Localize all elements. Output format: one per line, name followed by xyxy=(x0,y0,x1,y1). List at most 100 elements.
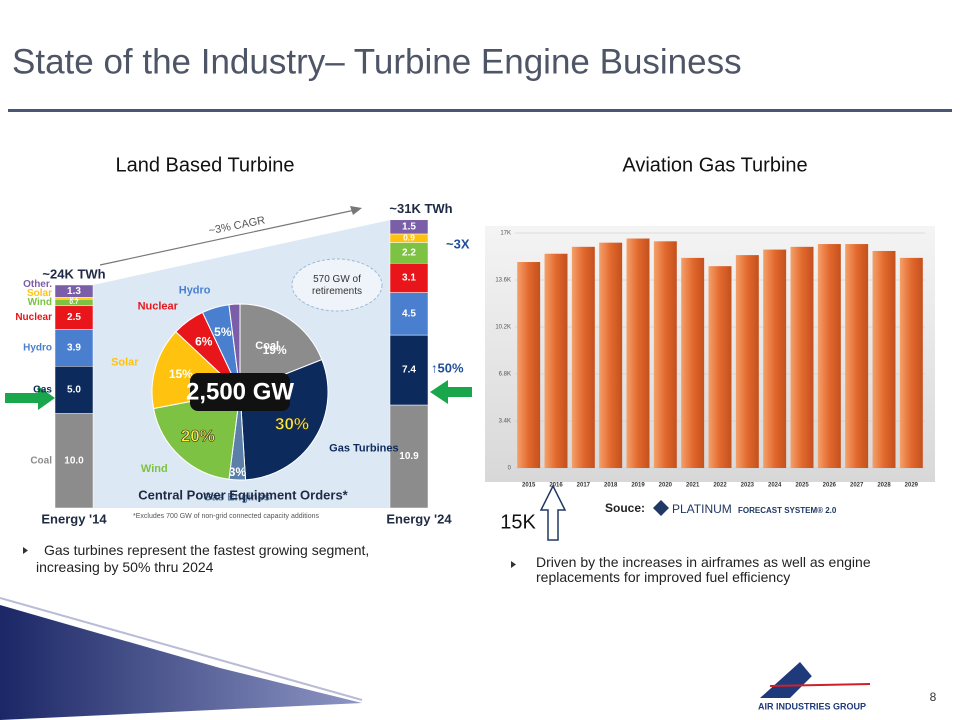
stack-segment xyxy=(389,292,429,336)
source-label: Coal xyxy=(30,455,52,466)
title-rule xyxy=(8,109,952,112)
left-bullet: Gas turbines represent the fastest growi… xyxy=(36,542,370,575)
x-tick-label: 2019 xyxy=(631,483,645,489)
bar xyxy=(653,241,677,468)
bar xyxy=(599,242,623,468)
x-tick-label: 2029 xyxy=(905,483,919,489)
segment-label: 1.5 xyxy=(402,222,416,233)
pie-title: Central Power Equipment Orders* xyxy=(138,487,348,502)
segment-label: 5.0 xyxy=(67,385,81,396)
segment-label: 0.2 xyxy=(70,296,79,302)
pie-value-label: 3% xyxy=(229,465,247,479)
bar xyxy=(899,257,923,468)
retirements-cloud xyxy=(291,258,383,312)
pie-value-label: 30% xyxy=(275,414,309,433)
total-label: ~31K TWh xyxy=(389,201,452,216)
x-tick-label: 2021 xyxy=(686,483,700,489)
segment-label: 7.4 xyxy=(402,365,416,376)
source-label: Solar xyxy=(27,288,52,299)
x-tick-label: 2017 xyxy=(577,483,591,489)
source-label: Wind xyxy=(28,297,52,308)
y-tick-label: 17K xyxy=(500,231,511,237)
segment-label: 3.9 xyxy=(67,342,81,353)
stack-segment xyxy=(389,404,429,509)
segment-label: 0.9 xyxy=(403,232,415,242)
pie-category-label: Gas Turbines xyxy=(329,442,398,454)
bar xyxy=(735,255,759,468)
x-tick-label: 2024 xyxy=(768,483,782,489)
slide-title: State of the Industry– Turbine Engine Bu… xyxy=(12,42,742,81)
pie-slice xyxy=(239,303,323,393)
source-label: Gas xyxy=(33,385,52,396)
x-tick-label: 2022 xyxy=(713,483,727,489)
source-label: Other. xyxy=(23,279,52,290)
x-tick-label: 2025 xyxy=(795,483,809,489)
source-suffix: FORECAST SYSTEM® 2.0 xyxy=(738,506,837,515)
y-tick-label: 3.4K xyxy=(499,419,511,425)
bar-label: Energy '24 xyxy=(386,511,452,526)
pie-value-label: 19% xyxy=(263,343,287,357)
logo-text: AIR INDUSTRIES GROUP xyxy=(758,701,866,711)
annotation-arrow xyxy=(539,484,567,541)
y-tick-label: 0 xyxy=(508,466,512,472)
stack-segment xyxy=(389,334,429,406)
pie-center-box xyxy=(190,373,290,411)
bar xyxy=(763,249,787,468)
annotation-label: 15K xyxy=(500,511,536,533)
footnote: *Excludes 700 GW of non-grid connected c… xyxy=(133,513,319,520)
stack-segment xyxy=(389,219,429,235)
pie-slice xyxy=(152,391,241,480)
swoosh-line xyxy=(0,597,363,701)
bar xyxy=(544,253,568,468)
pie-value-label: 6% xyxy=(195,334,213,348)
segment-label: 4.5 xyxy=(402,308,416,319)
gas-growth: ↑50% xyxy=(431,360,464,375)
y-tick-label: 6.8K xyxy=(499,372,511,378)
stack-segment xyxy=(54,366,94,414)
pie-category-label: Wind xyxy=(141,463,168,475)
cagr-label: ~3% CAGR xyxy=(208,215,266,238)
pie-category-label: Gas Engines xyxy=(203,491,270,503)
x-tick-label: 2027 xyxy=(850,483,864,489)
x-tick-label: 2018 xyxy=(604,483,618,489)
retirements-label: 570 GW of retirements xyxy=(312,274,362,297)
renewables-growth: ~3X xyxy=(446,236,470,251)
bar xyxy=(626,238,650,468)
right-bullet: Driven by the increases in airframes as … xyxy=(536,554,871,585)
logo-stripe xyxy=(769,683,871,687)
x-tick-label: 2028 xyxy=(877,483,891,489)
bar xyxy=(790,246,814,468)
x-tick-label: 2020 xyxy=(659,483,673,489)
green-arrow-right xyxy=(430,380,472,404)
bullet-marker xyxy=(511,561,516,568)
x-tick-label: 2026 xyxy=(823,483,837,489)
stack-segment xyxy=(54,413,94,509)
right-heading: Aviation Gas Turbine xyxy=(622,154,807,176)
pie-value-label: 15% xyxy=(169,367,193,381)
x-tick-label: 2023 xyxy=(741,483,755,489)
cagr-line xyxy=(99,209,356,266)
segment-label: 3.1 xyxy=(402,273,416,284)
pie-category-label: Coal xyxy=(255,340,279,352)
stack-segment xyxy=(389,262,429,293)
segment-label: 10.0 xyxy=(64,455,84,466)
left-heading: Land Based Turbine xyxy=(115,154,294,176)
pie-category-label: Solar xyxy=(111,356,139,368)
pie-value-label: 5% xyxy=(214,325,232,339)
stack-segment xyxy=(54,329,94,367)
y-tick-label: 13.6K xyxy=(495,278,511,284)
segment-label: 1.3 xyxy=(67,286,81,297)
green-arrow-left xyxy=(5,386,55,410)
corner-swoosh xyxy=(0,605,362,720)
cagr-arrowhead xyxy=(350,206,362,215)
bar xyxy=(517,262,541,468)
pie-slice xyxy=(228,303,241,393)
segment-label: 2.5 xyxy=(67,312,81,323)
x-tick-label: 2015 xyxy=(522,483,536,489)
segment-label: 10.9 xyxy=(399,451,419,462)
bar xyxy=(817,244,841,468)
pie-category-label: Hydro xyxy=(179,284,211,296)
source-prefix: Souce: xyxy=(605,501,645,515)
total-label: ~24K TWh xyxy=(42,266,105,281)
